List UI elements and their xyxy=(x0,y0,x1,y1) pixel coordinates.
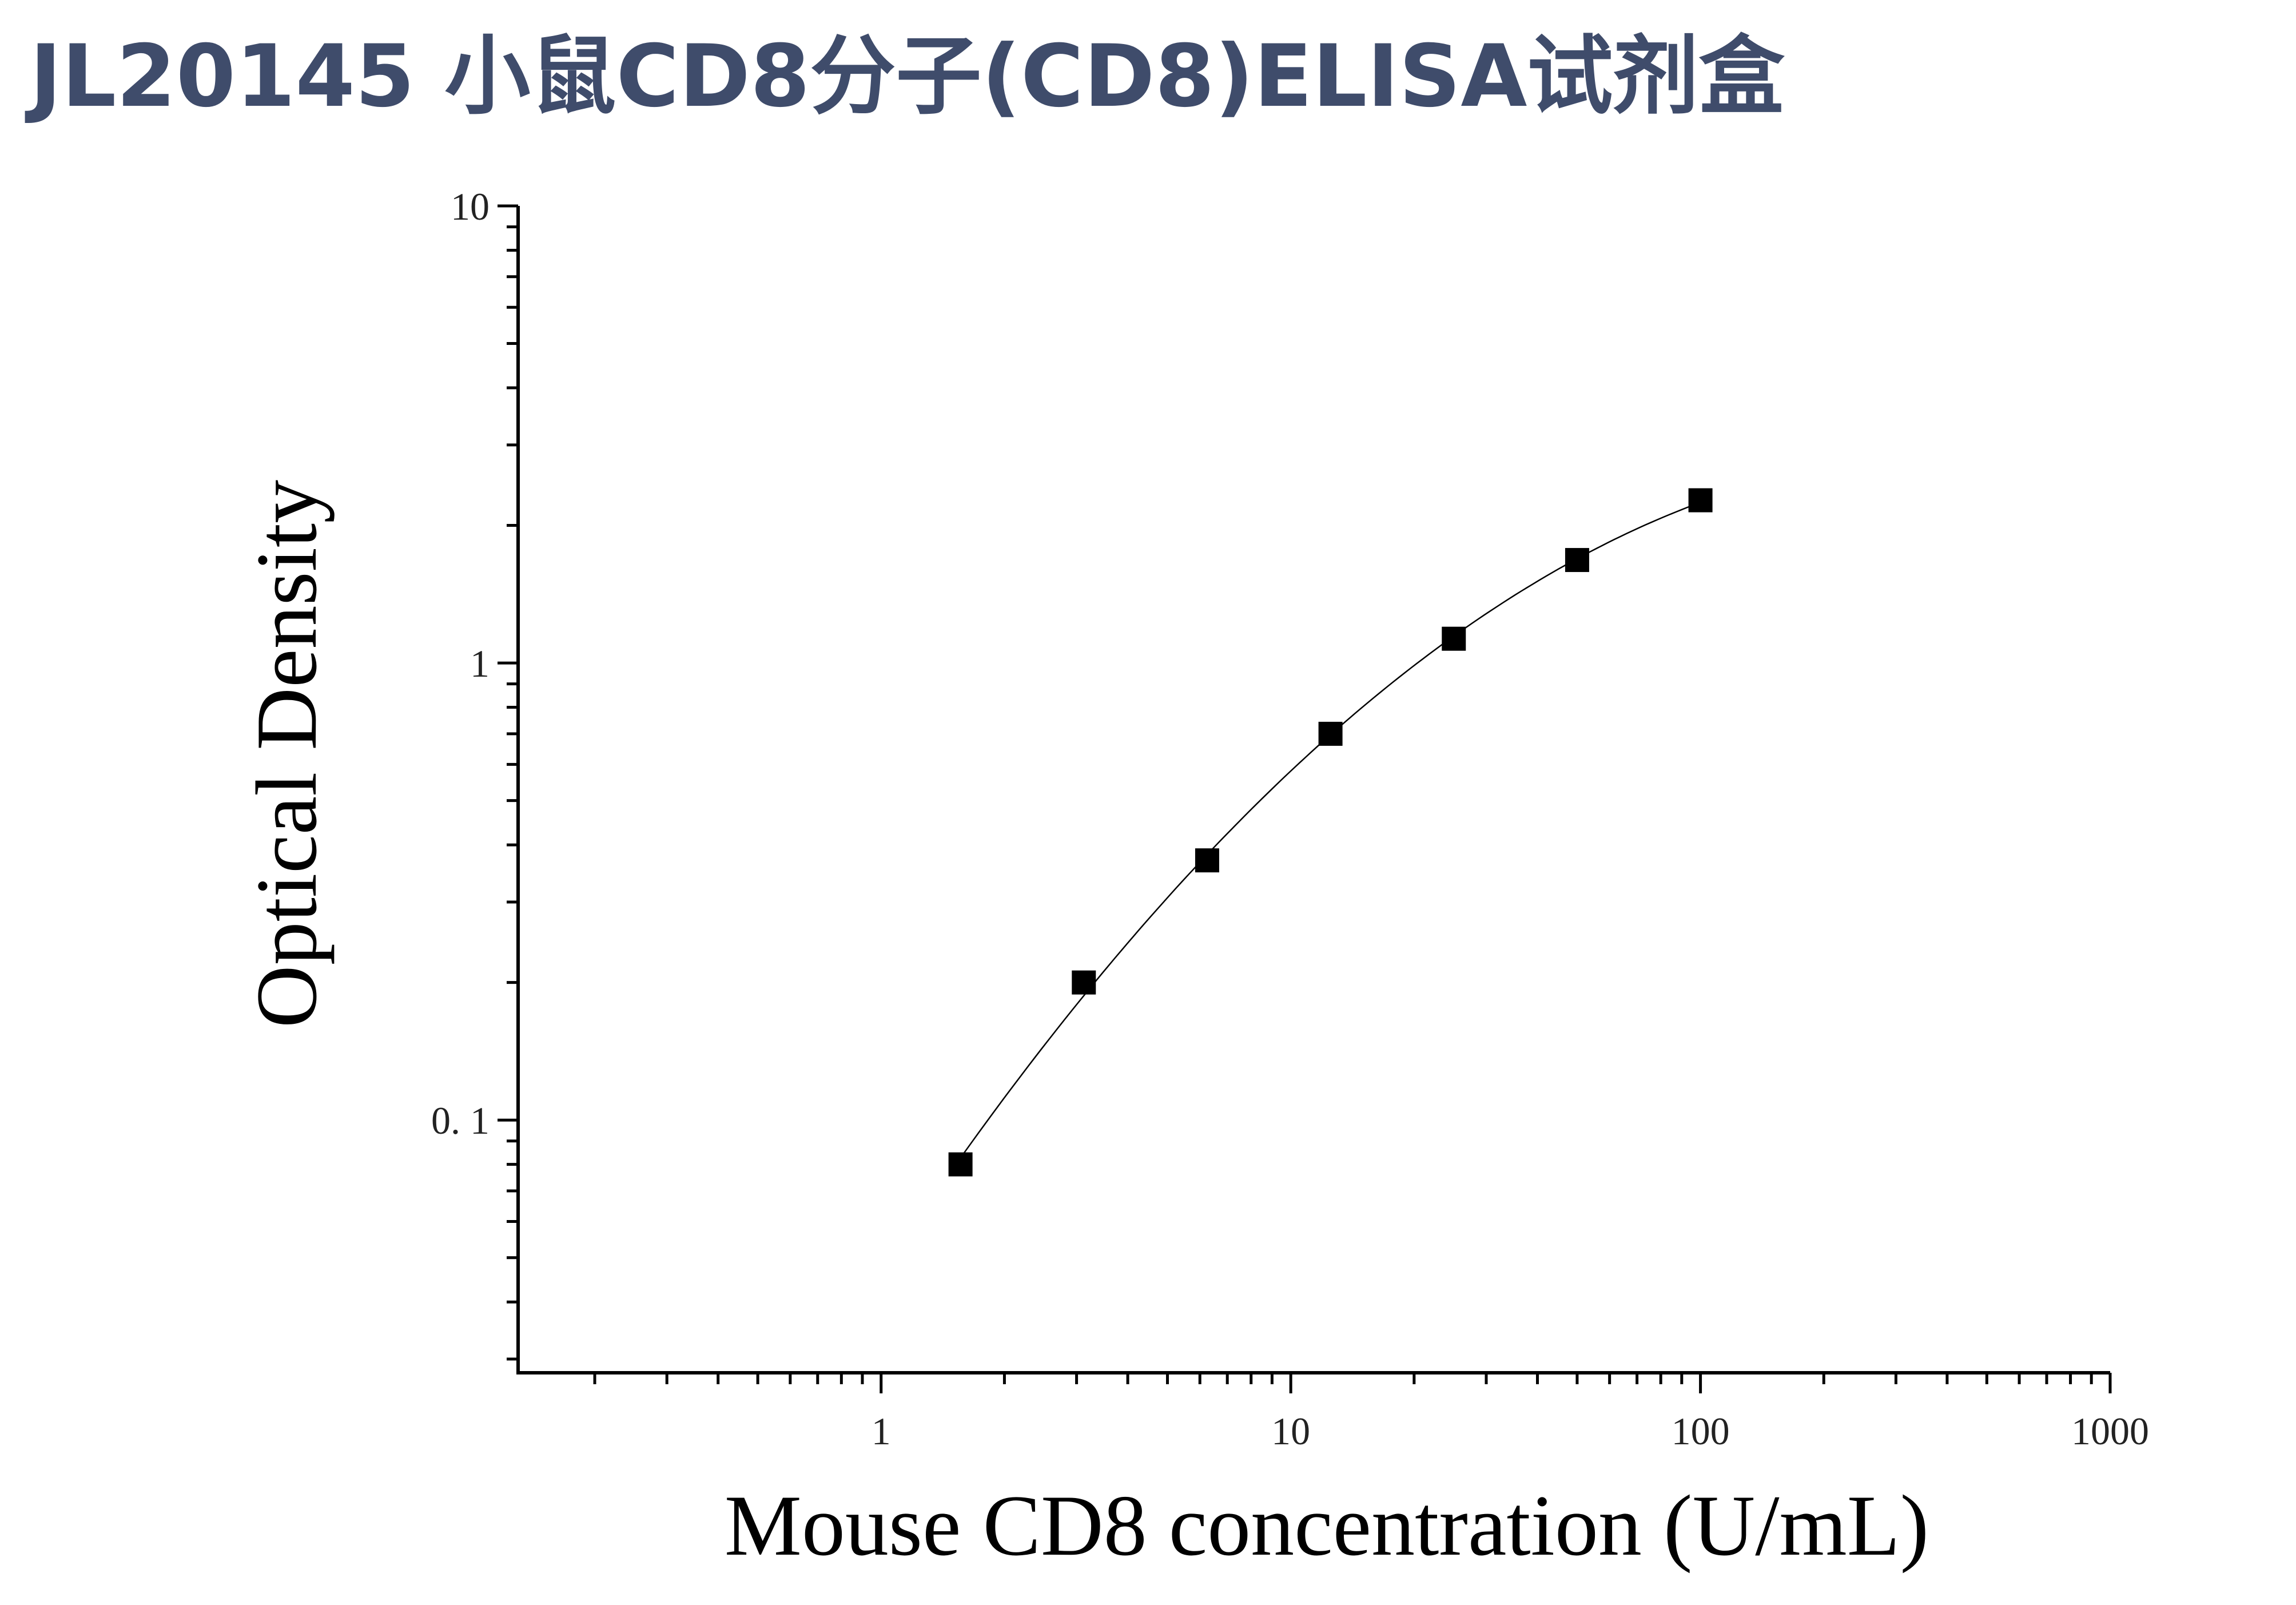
x-axis-label: Mouse CD8 concentration (U/mL) xyxy=(725,1477,1929,1574)
y-tick-label: 0. 1 xyxy=(431,1099,490,1142)
y-tick-labels: 0. 1 1 10 xyxy=(431,185,490,1142)
y-tick-label: 1 xyxy=(470,642,490,685)
y-tick-label: 10 xyxy=(451,185,490,228)
data-point xyxy=(1442,626,1466,651)
data-point xyxy=(1195,848,1219,873)
fit-curve xyxy=(960,502,1701,1159)
x-minor-ticks xyxy=(593,1373,2093,1384)
x-major-ticks xyxy=(880,1373,2112,1393)
data-point xyxy=(1688,488,1713,513)
x-tick-label: 1000 xyxy=(2071,1409,2149,1453)
x-tick-label: 10 xyxy=(1271,1409,1310,1453)
data-point xyxy=(1072,970,1096,995)
data-points xyxy=(948,488,1713,1177)
y-major-ticks xyxy=(498,204,518,1122)
x-tick-label: 100 xyxy=(1672,1409,1730,1453)
y-axis-label: Optical Density xyxy=(238,480,335,1028)
x-tick-labels: 1 10 100 1000 xyxy=(872,1409,2149,1453)
data-point xyxy=(948,1152,973,1177)
page-title: JL20145 小鼠CD8分子(CD8)ELISA试剂盒 xyxy=(30,27,1785,126)
data-point xyxy=(1565,548,1589,573)
data-point xyxy=(1318,721,1343,746)
x-tick-label: 1 xyxy=(872,1409,891,1453)
y-minor-ticks xyxy=(507,225,518,1361)
